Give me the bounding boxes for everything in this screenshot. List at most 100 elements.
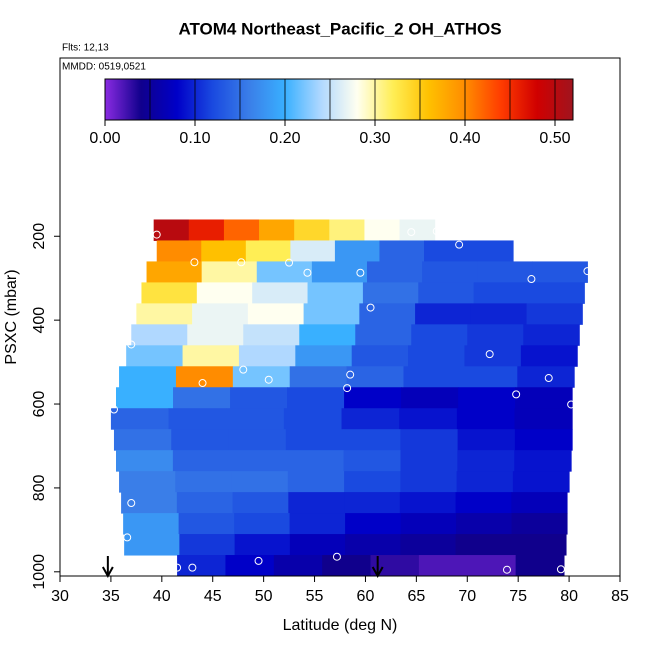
sample-point [485,350,494,359]
heat-cell [230,387,288,409]
heat-cell [192,303,249,325]
sample-point [127,340,136,349]
heat-cell [259,219,295,241]
heat-cell [290,240,336,262]
heat-cell [303,303,360,325]
heat-cell [176,492,234,514]
sample-point [332,552,341,561]
sample-point [544,374,553,383]
heat-cell [344,387,402,409]
x-tick-label: 75 [509,588,527,605]
heat-cell [399,219,436,241]
heat-cell [520,345,578,367]
sample-point [303,268,312,277]
heat-cell [515,555,565,577]
sample-point [127,499,136,508]
sample-point [254,556,263,565]
heat-cell [283,408,343,430]
plot-frame [59,57,621,577]
heat-cell [232,492,289,514]
heat-cell [231,471,289,493]
heat-cell [226,408,285,430]
heat-cell [288,492,345,514]
flights-note: Flts: 12,13 [62,43,109,54]
heat-cell [359,303,416,325]
x-tick-label: 70 [458,588,476,605]
sample-point [356,268,365,277]
sample-point [239,365,248,374]
x-tick-label: 60 [357,588,375,605]
x-tick-label: 40 [153,588,171,605]
heat-cell [403,366,461,388]
sample-point [343,384,352,393]
heat-cell [477,261,533,283]
heat-cell [177,555,226,577]
sample-point [567,400,576,409]
y-tick-label: 600 [31,391,48,418]
sample-point [109,405,118,414]
heat-cell [136,303,193,325]
colorbar-tick-label: 0.30 [359,130,390,147]
heat-cell [187,324,244,346]
heat-cell [287,471,345,493]
chart-title: ATOM4 Northeast_Pacific_2 OH_ATHOS [178,19,501,38]
heat-cell [401,387,459,409]
heat-cell [295,345,353,367]
heat-cell [201,240,247,262]
heat-cell [523,324,580,346]
heat-cell [299,324,356,346]
colorbar-tick-label: 0.20 [269,130,300,147]
heat-cell [243,324,300,346]
heat-cell [473,282,530,304]
x-tick-label: 35 [102,588,120,605]
heat-cell [400,450,458,472]
colorbar-tick-label: 0.00 [89,130,120,147]
y-axis-label: PSXC (mbar) [3,269,20,364]
heat-cell [343,429,401,451]
heat-cell [273,555,323,577]
heat-cell [116,450,174,472]
sample-point [583,267,592,276]
x-tick-label: 85 [611,588,629,605]
heat-cell [467,555,517,577]
colorbar-tick-label: 0.50 [539,130,570,147]
heat-cell [175,366,234,388]
heat-cell [252,282,309,304]
heat-cell [526,303,583,325]
heat-cell [247,303,305,325]
heat-cell [512,471,570,493]
sample-point [502,565,511,574]
heat-cell [178,513,235,535]
sample-point [407,228,416,237]
heat-cell [515,387,573,409]
heat-cell [245,240,291,262]
heat-cell [511,492,568,514]
y-tick-label: 200 [31,223,48,250]
heat-cell [458,387,516,409]
date-note: MMDD: 0519,0521 [62,62,146,73]
x-tick-label: 45 [204,588,222,605]
heat-cell [119,366,177,388]
heat-cell [456,471,514,493]
heat-cell [225,555,275,577]
heat-cell [456,513,513,535]
y-tick-label: 400 [31,307,48,334]
colorbar-tick-label: 0.10 [179,130,210,147]
heat-cell [294,219,330,241]
heat-cell [234,534,291,556]
heat-cell [188,219,225,241]
heat-cell [311,261,368,283]
sample-point [264,375,273,384]
colorbar-tick-label: 0.40 [449,130,480,147]
x-tick-label: 80 [560,588,578,605]
heat-cell [131,324,188,346]
sample-point [556,565,565,574]
heat-cell [400,513,457,535]
heat-cell [287,387,345,409]
heat-cell [179,534,236,556]
heat-cell [285,429,344,451]
heat-cell [418,282,475,304]
heat-cell [460,366,518,388]
heat-cell [344,492,401,514]
heat-cell [341,408,400,430]
